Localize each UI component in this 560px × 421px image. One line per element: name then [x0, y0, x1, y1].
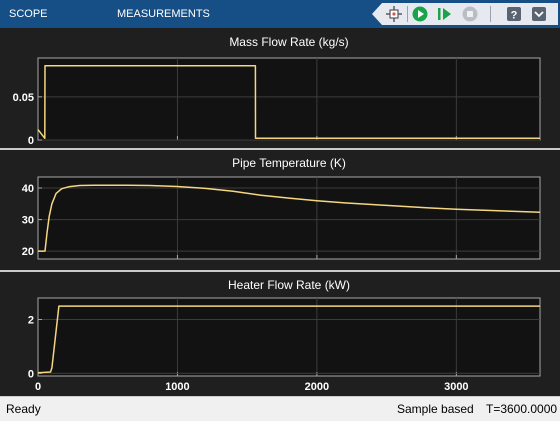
mass-flow-title: Mass Flow Rate (kg/s)	[229, 35, 349, 49]
panel-divider	[0, 270, 560, 272]
y-tick-label: 40	[22, 183, 34, 195]
heater-flow-title: Heater Flow Rate (kW)	[227, 278, 351, 292]
axes-background	[37, 297, 541, 377]
run-button[interactable]	[410, 4, 430, 24]
scope-plot-area: Mass Flow Rate (kg/s) 0 0.05 Pipe Tempera…	[0, 28, 560, 396]
axes-background	[37, 176, 541, 260]
y-tick-label: 30	[22, 215, 34, 227]
series-line	[38, 184, 541, 252]
mass-flow-axes[interactable]: 00.05	[0, 50, 560, 172]
x-tick-label: 3000	[444, 381, 468, 393]
y-tick-label: 20	[22, 246, 34, 258]
toolbar-separator	[407, 6, 408, 22]
pipe-temperature-title: Pipe Temperature (K)	[232, 156, 346, 170]
x-tick-label: 0	[35, 381, 41, 393]
y-tick-label: 0.05	[13, 92, 34, 104]
help-icon: ?	[507, 7, 521, 22]
stop-button[interactable]	[460, 4, 480, 24]
panel-divider	[0, 148, 560, 150]
x-tick-label: 1000	[165, 381, 189, 393]
expand-toolstrip-button[interactable]	[529, 4, 549, 24]
status-bar: Ready Sample based T=3600.0000	[0, 396, 560, 421]
heater-flow-axes[interactable]: 0 1000 2000 3000 0 2	[0, 294, 560, 396]
tab-measurements[interactable]: MEASUREMENTS	[117, 8, 210, 20]
play-icon	[412, 6, 428, 22]
axes-background	[37, 57, 541, 141]
y-tick-label: 0	[28, 135, 34, 147]
y-tick-label: 2	[28, 315, 34, 327]
tab-scope[interactable]: SCOPE	[9, 8, 48, 20]
toolbar-separator	[490, 6, 491, 22]
svg-text:?: ?	[511, 10, 518, 22]
x-tick-label: 2000	[305, 381, 329, 393]
stop-icon	[462, 6, 478, 22]
status-text: Ready	[6, 402, 41, 416]
chevron-down-icon	[532, 7, 546, 21]
series-line	[37, 305, 540, 374]
toolstrip: SCOPE MEASUREMENTS	[0, 0, 560, 28]
y-tick-label: 0	[28, 368, 34, 380]
step-forward-icon	[438, 8, 451, 20]
sample-mode-text: Sample based	[397, 402, 474, 416]
highlight-block-icon	[386, 6, 402, 22]
help-button[interactable]: ?	[504, 4, 524, 24]
pipe-temperature-axes[interactable]: 20 30 40	[0, 171, 560, 271]
step-forward-button[interactable]	[434, 4, 454, 24]
series-line	[37, 65, 540, 140]
simulation-time-text: T=3600.0000	[486, 402, 558, 416]
highlight-simulink-block-button[interactable]	[384, 4, 404, 24]
toolstrip-quick-access: ?	[372, 3, 558, 25]
